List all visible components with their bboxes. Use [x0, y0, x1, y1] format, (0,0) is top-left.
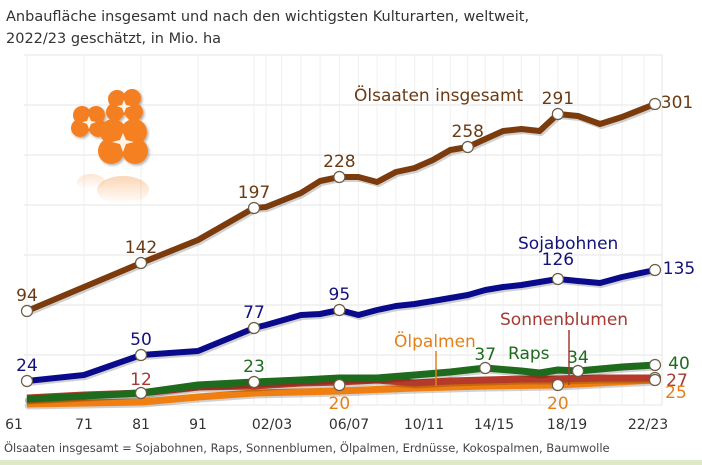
data-point-marker [247, 375, 261, 389]
data-label: 95 [329, 285, 351, 305]
data-label: 50 [130, 330, 152, 350]
x-tick-label: 61 [5, 417, 23, 433]
data-label: 40 [668, 354, 690, 374]
data-point-marker [648, 97, 662, 111]
series-annotation: Ölsaaten insgesamt [354, 84, 524, 106]
data-label: 301 [661, 93, 693, 113]
data-label: 23 [243, 357, 265, 377]
data-point-marker [551, 378, 564, 392]
data-label: 77 [243, 303, 265, 323]
bottom-bar [0, 460, 702, 465]
data-point-marker [134, 348, 148, 362]
markers [20, 97, 662, 400]
data-point-marker [247, 321, 261, 335]
data-label: 34 [567, 348, 589, 368]
data-point-marker [551, 272, 564, 286]
series-annotation: Sonnenblumen [500, 310, 628, 330]
data-label: 197 [238, 183, 270, 203]
line-chart: 94 142 197 228 258 291 301 24 50 77 95 126 135 23 37 34… [5, 54, 695, 433]
data-point-marker [333, 303, 346, 317]
data-point-marker [134, 386, 148, 400]
data-point-marker [571, 364, 585, 378]
chart-title: Anbaufläche insgesamt und nach den wicht… [6, 6, 696, 50]
data-point-marker [134, 256, 148, 270]
data-label: 258 [452, 122, 484, 142]
x-tick-label: 06/07 [329, 417, 369, 433]
data-label: 135 [663, 259, 695, 279]
x-tick-label: 02/03 [252, 417, 292, 433]
flower-icon [71, 89, 149, 204]
data-label: 228 [323, 152, 355, 172]
x-tick-label: 18/19 [547, 417, 587, 433]
data-point-marker [479, 361, 492, 375]
data-label: 291 [542, 89, 574, 109]
x-tick-label: 71 [75, 417, 93, 433]
data-point-marker [247, 201, 261, 215]
data-label: 37 [474, 345, 496, 365]
data-labels: 94 142 197 228 258 291 301 24 50 77 95 126 135 23 37 34… [16, 84, 695, 414]
data-label: 20 [547, 394, 569, 414]
series-annotation: Ölpalmen [394, 330, 476, 352]
data-point-marker [551, 107, 564, 121]
x-tick-label: 10/11 [404, 417, 444, 433]
x-tick-label: 22/23 [628, 417, 668, 433]
chart-title-line-1: Anbaufläche insgesamt und nach den wicht… [6, 9, 530, 25]
data-point-marker [461, 140, 474, 154]
data-point-marker [333, 378, 346, 392]
data-point-marker [648, 373, 662, 387]
data-label: 24 [16, 356, 38, 376]
annotation-connectors [435, 330, 570, 386]
data-label: 142 [125, 238, 157, 258]
series-annotation: Raps [508, 344, 550, 364]
data-label: 94 [16, 286, 38, 306]
data-point-marker [20, 374, 34, 388]
data-point-marker [648, 358, 662, 372]
x-tick-label: 81 [132, 417, 150, 433]
x-tick-label: 14/15 [474, 417, 514, 433]
chart-title-line-2: 2022/23 geschätzt, in Mio. ha [6, 31, 222, 47]
data-point-marker [20, 304, 34, 318]
data-point-marker [648, 263, 662, 277]
data-label: 25 [665, 383, 687, 403]
series-annotation: Sojabohnen [518, 234, 618, 254]
data-label: 20 [329, 394, 351, 414]
x-axis: 61 71 81 91 02/03 06/07 10/11 14/15 18/19 22/23 [5, 417, 668, 433]
data-label: 27 [666, 371, 688, 391]
data-label: 126 [542, 250, 574, 270]
footnote: Ölsaaten insgesamt = Sojabohnen, Raps, S… [4, 441, 610, 455]
x-tick-label: 91 [189, 417, 207, 433]
data-label: 12 [130, 370, 152, 390]
series-line-ölpalmen [26, 376, 656, 408]
data-point-marker [333, 170, 346, 184]
